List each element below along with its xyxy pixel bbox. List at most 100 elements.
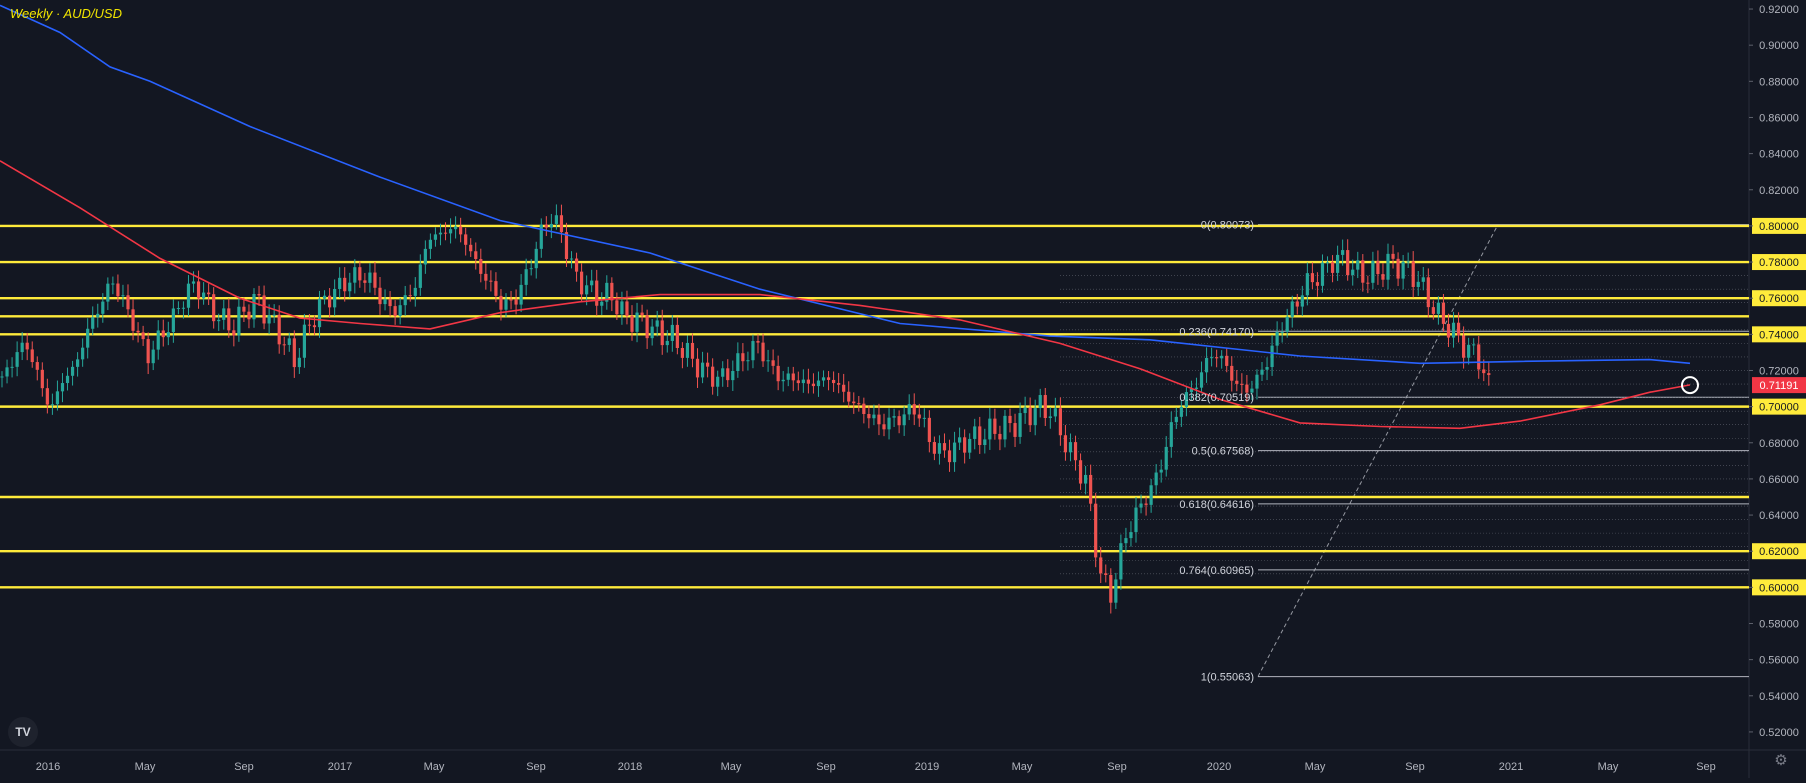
candle-body[interactable] — [514, 299, 518, 305]
candle-body[interactable] — [302, 324, 306, 358]
candle-body[interactable] — [610, 282, 614, 301]
candle-body[interactable] — [1245, 384, 1249, 393]
candle-body[interactable] — [887, 417, 891, 430]
candle-body[interactable] — [282, 344, 286, 346]
candle-body[interactable] — [1416, 281, 1420, 287]
candle-body[interactable] — [30, 349, 34, 363]
candle-body[interactable] — [1124, 538, 1128, 544]
candle-body[interactable] — [756, 341, 760, 343]
candle-body[interactable] — [247, 311, 251, 320]
candle-body[interactable] — [1356, 260, 1360, 270]
candle-body[interactable] — [393, 306, 397, 316]
candle-body[interactable] — [877, 414, 881, 425]
candle-body[interactable] — [811, 383, 816, 387]
candle-body[interactable] — [1068, 442, 1073, 453]
candle-body[interactable] — [1144, 503, 1148, 505]
candle-body[interactable] — [136, 330, 140, 333]
candle-body[interactable] — [1431, 307, 1435, 314]
candle-body[interactable] — [277, 314, 281, 345]
candle-body[interactable] — [958, 437, 962, 443]
candle-body[interactable] — [569, 258, 574, 260]
candle-body[interactable] — [680, 347, 684, 358]
candle-body[interactable] — [1043, 395, 1047, 419]
candle-body[interactable] — [202, 292, 206, 299]
candle-body[interactable] — [1482, 369, 1486, 374]
candle-body[interactable] — [973, 426, 977, 439]
candle-body[interactable] — [156, 330, 160, 350]
candle-body[interactable] — [96, 313, 100, 318]
candle-body[interactable] — [1270, 345, 1274, 368]
candle-body[interactable] — [655, 320, 659, 327]
candle-body[interactable] — [287, 338, 291, 345]
candle-body[interactable] — [1477, 344, 1481, 370]
candle-body[interactable] — [292, 338, 296, 368]
candle-body[interactable] — [1129, 532, 1133, 539]
candle-body[interactable] — [1285, 316, 1289, 332]
candle-body[interactable] — [297, 357, 301, 368]
candle-body[interactable] — [322, 295, 327, 299]
candle-body[interactable] — [796, 380, 800, 384]
candle-body[interactable] — [20, 342, 24, 353]
candle-body[interactable] — [947, 450, 952, 463]
candle-body[interactable] — [207, 292, 211, 295]
candle-body[interactable] — [50, 404, 54, 406]
candle-body[interactable] — [731, 371, 735, 381]
candle-body[interactable] — [983, 439, 987, 446]
price-axis[interactable]: 0.92000 0.90000 0.88000 0.86000 0.84000 0.820… — [1749, 4, 1806, 739]
candle-body[interactable] — [86, 328, 90, 348]
candle-body[interactable] — [620, 301, 624, 315]
candle-body[interactable] — [1467, 344, 1471, 358]
candle-body[interactable] — [76, 359, 80, 367]
candle-body[interactable] — [615, 300, 619, 315]
candle-body[interactable] — [776, 365, 780, 382]
candle-body[interactable] — [232, 330, 236, 336]
candle-body[interactable] — [1220, 355, 1224, 359]
candle-body[interactable] — [1134, 507, 1138, 533]
candle-body[interactable] — [529, 268, 533, 270]
candle-body[interactable] — [25, 342, 29, 350]
candle-body[interactable] — [595, 280, 599, 306]
candle-body[interactable] — [1260, 369, 1264, 375]
candle-body[interactable] — [1411, 261, 1415, 287]
candle-body[interactable] — [988, 418, 992, 440]
candle-body[interactable] — [307, 324, 312, 326]
candle-body[interactable] — [383, 299, 387, 305]
candle-body[interactable] — [1048, 416, 1052, 419]
candle-body[interactable] — [847, 391, 851, 402]
candle-body[interactable] — [1154, 472, 1158, 486]
candle-body[interactable] — [106, 283, 110, 302]
candle-body[interactable] — [464, 234, 468, 245]
candle-body[interactable] — [1018, 413, 1022, 437]
candle-body[interactable] — [771, 360, 775, 366]
candle-body[interactable] — [1341, 250, 1345, 255]
candle-body[interactable] — [786, 373, 790, 380]
candle-body[interactable] — [816, 380, 821, 387]
candle-body[interactable] — [695, 358, 700, 378]
candle-body[interactable] — [1376, 260, 1380, 275]
candle-body[interactable] — [892, 416, 896, 418]
candle-body[interactable] — [650, 326, 654, 339]
candle-body[interactable] — [993, 418, 997, 434]
candle-body[interactable] — [539, 224, 543, 249]
candle-body[interactable] — [469, 244, 473, 252]
candle-body[interactable] — [922, 417, 926, 419]
candle-body[interactable] — [448, 229, 453, 234]
candle-body[interactable] — [670, 324, 674, 341]
candle-body[interactable] — [418, 264, 422, 288]
candle-body[interactable] — [121, 295, 125, 297]
candle-body[interactable] — [826, 377, 831, 380]
candle-body[interactable] — [862, 403, 866, 415]
candle-body[interactable] — [665, 340, 669, 346]
candle-body[interactable] — [433, 234, 438, 240]
candle-body[interactable] — [1023, 407, 1027, 414]
candle-body[interactable] — [645, 315, 649, 339]
candle-body[interactable] — [766, 360, 770, 362]
candle-body[interactable] — [222, 308, 226, 320]
candle-body[interactable] — [781, 379, 785, 382]
candle-body[interactable] — [978, 426, 982, 446]
candle-body[interactable] — [1169, 422, 1173, 447]
candle-body[interactable] — [1230, 365, 1234, 381]
candle-body[interactable] — [484, 273, 488, 281]
candle-body[interactable] — [343, 277, 347, 292]
